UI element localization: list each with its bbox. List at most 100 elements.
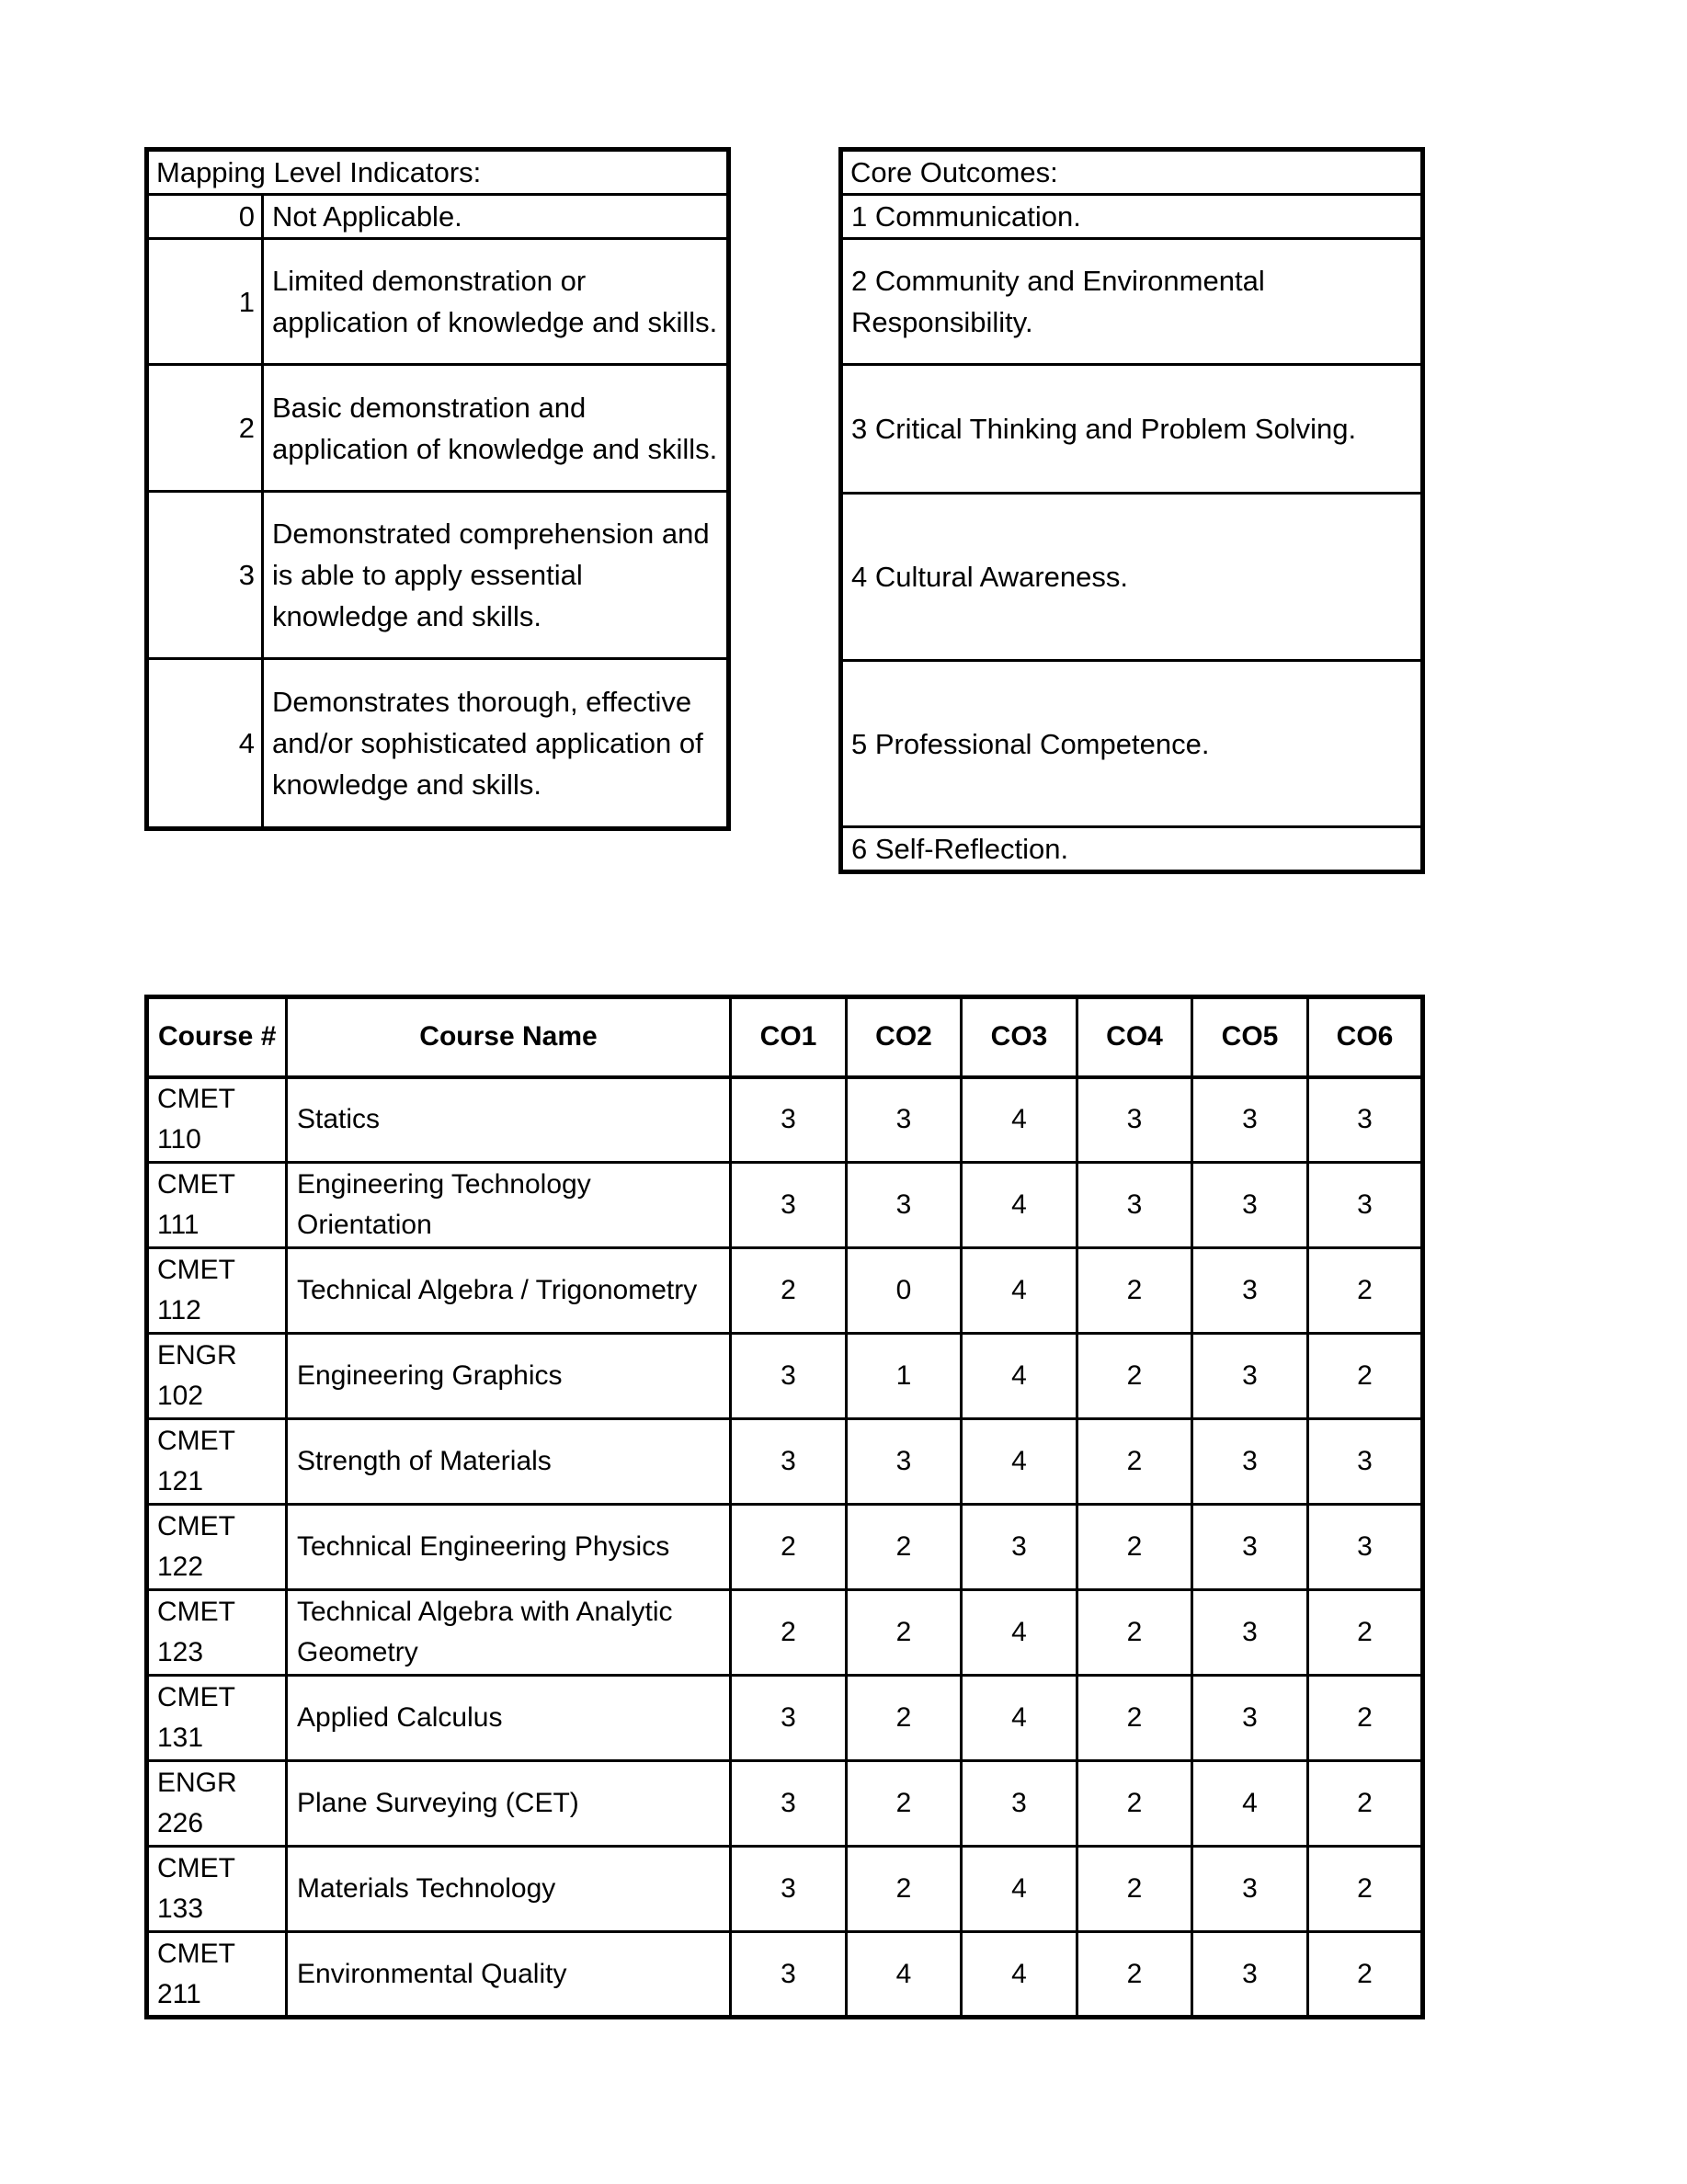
course-number-cell: CMET 110 xyxy=(145,1075,288,1164)
score-cell: 3 xyxy=(729,1332,848,1420)
course-name-cell: Statics xyxy=(285,1075,732,1164)
score-cell: 3 xyxy=(845,1417,963,1506)
score-cell: 2 xyxy=(845,1588,963,1677)
score-cell: 3 xyxy=(845,1161,963,1249)
course-number-cell: ENGR 226 xyxy=(145,1759,288,1848)
table-row: 1 Limited demonstration or application o… xyxy=(145,237,731,366)
table-row: CMET 122 Technical Engineering Physics 2… xyxy=(145,1503,1424,1591)
score-cell: 4 xyxy=(960,1930,1078,2019)
score-cell: 3 xyxy=(1306,1503,1424,1591)
score-cell: 2 xyxy=(1076,1674,1193,1762)
mapping-level-indicators-title: Mapping Level Indicators: xyxy=(144,148,731,196)
score-cell: 0 xyxy=(845,1246,963,1335)
course-name-cell: Technical Engineering Physics xyxy=(285,1503,732,1591)
score-cell: 2 xyxy=(1306,1759,1424,1848)
table-row: 1 Communication. xyxy=(839,193,1424,240)
table-header-row: Mapping Level Indicators: xyxy=(144,148,731,196)
table-row: 4 Cultural Awareness. xyxy=(839,492,1424,662)
score-cell: 2 xyxy=(1076,1930,1193,2019)
course-name-cell: Technical Algebra with Analytic Geometry xyxy=(285,1588,732,1677)
score-cell: 3 xyxy=(960,1503,1078,1591)
table-row: CMET 111 Engineering Technology Orientat… xyxy=(145,1161,1424,1249)
score-cell: 3 xyxy=(729,1075,848,1164)
score-cell: 4 xyxy=(960,1417,1078,1506)
column-header-co5: CO5 xyxy=(1191,995,1309,1079)
course-name-cell: Strength of Materials xyxy=(285,1417,732,1506)
score-cell: 3 xyxy=(1191,1588,1309,1677)
level-description: Demonstrates thorough, effective and/or … xyxy=(260,657,731,830)
column-header-co2: CO2 xyxy=(845,995,963,1079)
mapping-level-indicators-table: Mapping Level Indicators: 0 Not Applicab… xyxy=(144,147,732,831)
score-cell: 3 xyxy=(1191,1845,1309,1933)
column-header-co3: CO3 xyxy=(960,995,1078,1079)
score-cell: 2 xyxy=(729,1588,848,1677)
score-cell: 2 xyxy=(1076,1759,1193,1848)
score-cell: 3 xyxy=(729,1759,848,1848)
level-description: Demonstrated comprehension and is able t… xyxy=(260,490,731,660)
table-row: CMET 131 Applied Calculus 3 2 4 2 3 2 xyxy=(145,1674,1424,1762)
table-row: 2 Community and Environmental Responsibi… xyxy=(839,237,1424,366)
level-number: 4 xyxy=(145,657,264,830)
core-outcome-item: 3 Critical Thinking and Problem Solving. xyxy=(839,363,1424,495)
level-number: 0 xyxy=(145,193,264,240)
course-number-cell: CMET 131 xyxy=(145,1674,288,1762)
score-cell: 3 xyxy=(1306,1417,1424,1506)
score-cell: 2 xyxy=(1076,1845,1193,1933)
course-number-cell: CMET 133 xyxy=(145,1845,288,1933)
table-row: 3 Critical Thinking and Problem Solving. xyxy=(839,363,1424,495)
table-row: CMET 110 Statics 3 3 4 3 3 3 xyxy=(145,1075,1424,1164)
table-row: CMET 112 Technical Algebra / Trigonometr… xyxy=(145,1246,1424,1335)
score-cell: 4 xyxy=(960,1845,1078,1933)
score-cell: 3 xyxy=(729,1674,848,1762)
score-cell: 4 xyxy=(960,1075,1078,1164)
score-cell: 2 xyxy=(1306,1588,1424,1677)
course-number-cell: CMET 121 xyxy=(145,1417,288,1506)
level-number: 2 xyxy=(145,363,264,493)
core-outcome-item: 4 Cultural Awareness. xyxy=(839,492,1424,662)
core-outcome-item: 5 Professional Competence. xyxy=(839,659,1424,828)
score-cell: 4 xyxy=(845,1930,963,2019)
score-cell: 3 xyxy=(1076,1075,1193,1164)
column-header-co6: CO6 xyxy=(1306,995,1424,1079)
score-cell: 4 xyxy=(960,1246,1078,1335)
course-number-cell: ENGR 102 xyxy=(145,1332,288,1420)
score-cell: 3 xyxy=(960,1759,1078,1848)
score-cell: 4 xyxy=(1191,1759,1309,1848)
table-row: ENGR 102 Engineering Graphics 3 1 4 2 3 … xyxy=(145,1332,1424,1420)
table-row: 0 Not Applicable. xyxy=(145,193,731,240)
course-name-cell: Technical Algebra / Trigonometry xyxy=(285,1246,732,1335)
score-cell: 2 xyxy=(1076,1417,1193,1506)
score-cell: 3 xyxy=(1191,1930,1309,2019)
score-cell: 2 xyxy=(1076,1332,1193,1420)
column-header-co1: CO1 xyxy=(729,995,848,1079)
table-row: 2 Basic demonstration and application of… xyxy=(145,363,731,493)
score-cell: 3 xyxy=(729,1161,848,1249)
score-cell: 1 xyxy=(845,1332,963,1420)
score-cell: 2 xyxy=(1076,1503,1193,1591)
score-cell: 2 xyxy=(1306,1246,1424,1335)
score-cell: 2 xyxy=(729,1503,848,1591)
score-cell: 2 xyxy=(1306,1332,1424,1420)
level-number: 1 xyxy=(145,237,264,366)
course-number-cell: CMET 122 xyxy=(145,1503,288,1591)
score-cell: 2 xyxy=(845,1674,963,1762)
table-row: 6 Self-Reflection. xyxy=(839,825,1424,873)
score-cell: 2 xyxy=(845,1503,963,1591)
course-mapping-table: Course # Course Name CO1 CO2 CO3 CO4 CO5… xyxy=(144,995,1425,2019)
score-cell: 3 xyxy=(1076,1161,1193,1249)
table-header-row: Course # Course Name CO1 CO2 CO3 CO4 CO5… xyxy=(145,995,1424,1079)
score-cell: 4 xyxy=(960,1332,1078,1420)
table-row: CMET 211 Environmental Quality 3 4 4 2 3… xyxy=(145,1930,1424,2019)
score-cell: 3 xyxy=(1191,1417,1309,1506)
course-name-cell: Plane Surveying (CET) xyxy=(285,1759,732,1848)
course-name-cell: Environmental Quality xyxy=(285,1930,732,2019)
level-number: 3 xyxy=(145,490,264,660)
column-header-course-name: Course Name xyxy=(285,995,732,1079)
level-description: Not Applicable. xyxy=(260,193,731,240)
core-outcomes-title: Core Outcomes: xyxy=(839,148,1424,196)
table-row: 3 Demonstrated comprehension and is able… xyxy=(145,490,731,660)
table-row: CMET 121 Strength of Materials 3 3 4 2 3… xyxy=(145,1417,1424,1506)
course-number-cell: CMET 112 xyxy=(145,1246,288,1335)
score-cell: 3 xyxy=(729,1845,848,1933)
course-number-cell: CMET 123 xyxy=(145,1588,288,1677)
